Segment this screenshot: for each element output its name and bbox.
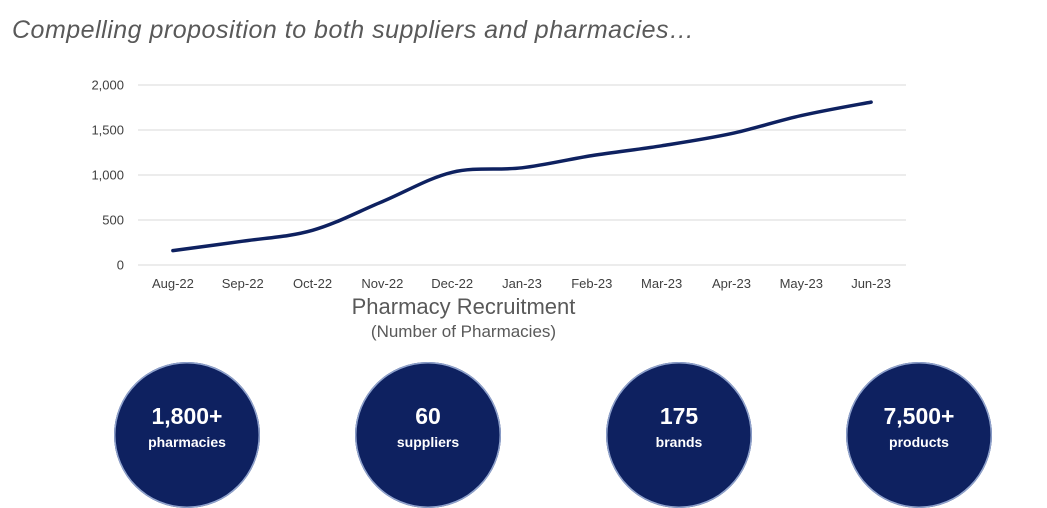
x-tick-label: Oct-22	[293, 276, 332, 291]
y-tick-label: 1,000	[91, 168, 124, 183]
stat-number: 1,800+	[151, 403, 223, 429]
stat-circle-brands: 175 brands	[606, 362, 752, 508]
stat-circle-pharmacies: 1,800+ pharmacies	[114, 362, 260, 508]
chart-subtitle: (Number of Pharmacies)	[370, 322, 557, 341]
stat-circle-suppliers: 60 suppliers	[355, 362, 501, 508]
stat-label: pharmacies	[148, 434, 226, 450]
pharmacy-recruitment-line-chart: 0 500 1,000 1,500 2,000 Aug-22 Sep-22 Oct-22 No…	[91, 78, 906, 291]
x-tick-label: Nov-22	[361, 276, 403, 291]
stat-label: brands	[655, 434, 703, 450]
stat-number: 60	[415, 403, 441, 429]
y-tick-label: 1,500	[91, 123, 124, 138]
x-tick-label: Sep-22	[222, 276, 264, 291]
y-tick-label: 500	[102, 213, 124, 228]
x-tick-label: Mar-23	[641, 276, 682, 291]
page-headline: Compelling proposition to both suppliers…	[12, 16, 695, 44]
series-line-pharmacies	[171, 100, 873, 253]
stat-number: 175	[659, 403, 699, 429]
x-tick-label: Dec-22	[431, 276, 473, 291]
x-tick-label: Jun-23	[851, 276, 891, 291]
stat-label: products	[889, 434, 949, 450]
stat-number: 7,500+	[883, 403, 955, 429]
y-tick-label: 0	[117, 258, 124, 273]
y-tick-label: 2,000	[91, 78, 124, 93]
x-tick-label: Apr-23	[712, 276, 751, 291]
chart-title: Pharmacy Recruitment	[351, 294, 576, 319]
x-tick-label: May-23	[780, 276, 823, 291]
stat-circle-products: 7,500+ products	[846, 362, 992, 508]
x-tick-label: Feb-23	[571, 276, 612, 291]
stat-label: suppliers	[396, 434, 460, 450]
x-tick-label: Aug-22	[152, 276, 194, 291]
x-tick-label: Jan-23	[502, 276, 542, 291]
